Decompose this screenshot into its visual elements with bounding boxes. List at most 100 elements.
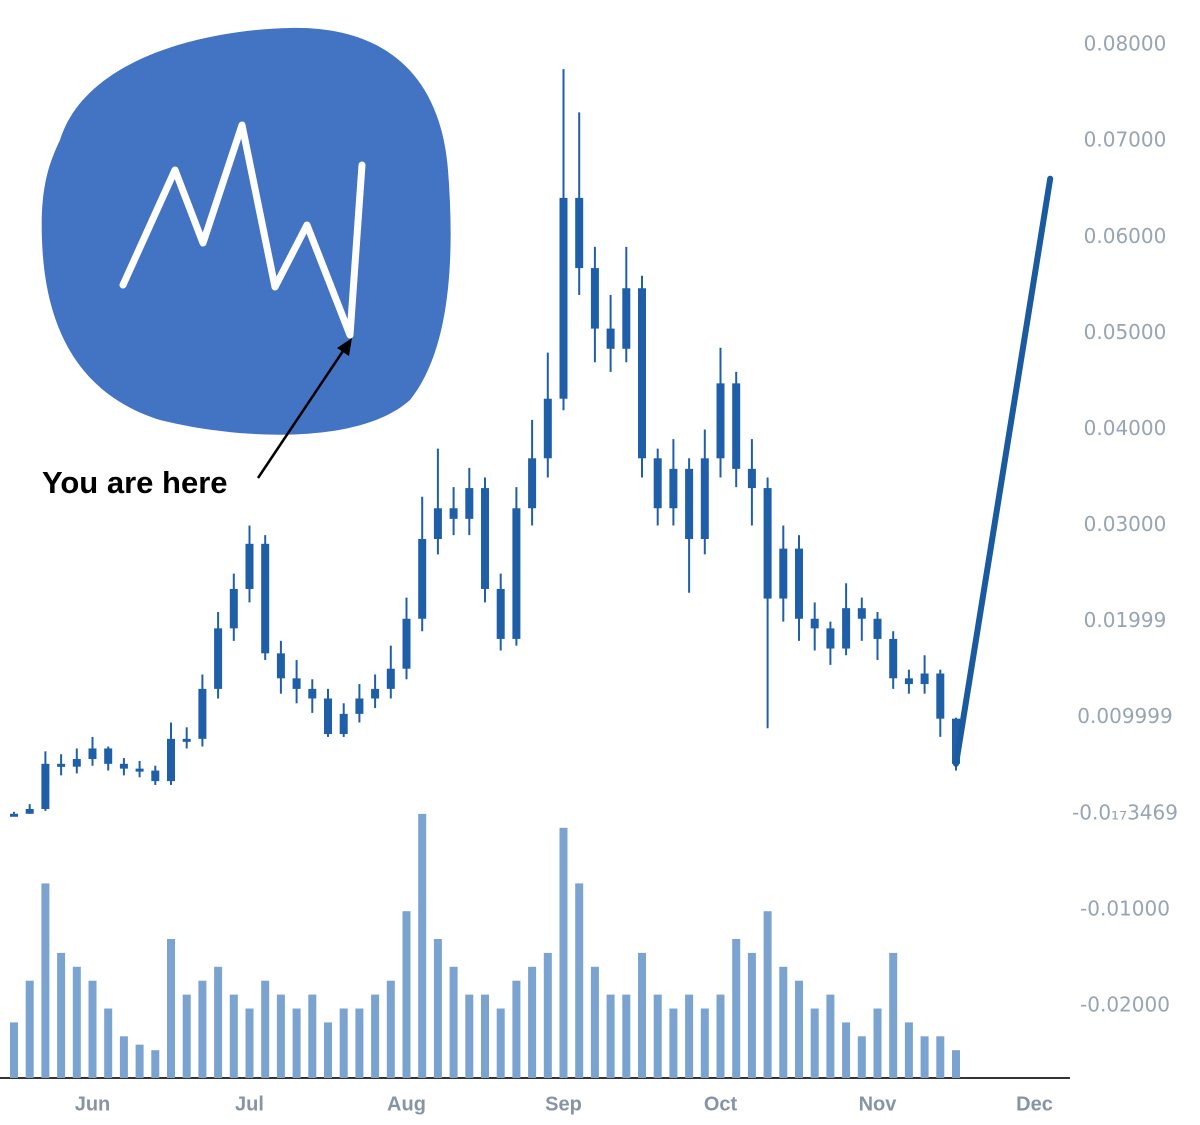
volume-bar — [606, 994, 615, 1078]
candle-body — [716, 383, 725, 459]
volume-bar — [386, 980, 395, 1078]
candle-body — [685, 468, 694, 539]
candle-body — [606, 328, 615, 349]
candle-body — [308, 688, 317, 699]
volume-bar — [308, 994, 317, 1078]
volume-bar — [543, 952, 552, 1078]
volume-bar — [810, 1008, 819, 1078]
volume-bar — [41, 883, 50, 1078]
candle-body — [119, 763, 128, 769]
drawn-blob — [41, 27, 451, 435]
candle-body — [433, 508, 442, 539]
candle-body — [496, 588, 505, 639]
candle-body — [355, 698, 364, 714]
volume-bar — [763, 911, 772, 1078]
y-tick-label: 0.04000 — [1084, 416, 1167, 440]
candle-body — [41, 763, 50, 809]
y-tick-label: 0.01999 — [1084, 608, 1167, 632]
y-tick-label: -0.0₁₇3469 — [1072, 800, 1178, 824]
volume-bar — [669, 1008, 678, 1078]
volume-bar — [512, 980, 521, 1078]
candle-body — [732, 383, 741, 469]
volume-bar — [575, 883, 584, 1078]
candle-body — [528, 458, 537, 509]
candle-body — [700, 458, 709, 539]
candle-body — [889, 638, 898, 679]
y-tick-label: 0.05000 — [1084, 320, 1167, 344]
volume-bar — [276, 994, 285, 1078]
volume-bar — [873, 1008, 882, 1078]
y-tick-label: 0.06000 — [1084, 224, 1167, 248]
volume-bar — [25, 980, 34, 1078]
volume-bar — [952, 1050, 960, 1078]
volume-bar — [371, 994, 380, 1078]
candle-body — [276, 653, 285, 679]
volume-bar — [465, 994, 474, 1078]
volume-bar — [198, 980, 207, 1078]
candle-body — [779, 548, 788, 599]
candle-body — [229, 588, 238, 629]
candle-body — [10, 813, 18, 817]
arrow-line — [256, 347, 347, 479]
arrow-head — [337, 338, 352, 356]
volume-bar — [842, 1022, 851, 1078]
volume-bar — [104, 1008, 113, 1078]
projection-line — [953, 175, 1054, 767]
y-tick-label: 0.08000 — [1084, 32, 1167, 56]
volume-bar — [57, 952, 66, 1078]
volume-bar — [685, 994, 694, 1078]
candle-body — [575, 197, 584, 269]
x-tick-label: Aug — [387, 1093, 426, 1115]
candle-body — [873, 618, 882, 639]
candle-body — [324, 698, 332, 735]
candle-body — [292, 678, 301, 689]
y-tick-label: -0.01000 — [1080, 896, 1170, 920]
volume-bar — [638, 952, 646, 1078]
y-tick-label: -0.02000 — [1080, 992, 1170, 1016]
candle-body — [559, 197, 568, 399]
volume-bar — [528, 966, 537, 1078]
candle-body — [386, 668, 395, 689]
candle-body — [795, 548, 803, 619]
y-tick-label: 0.009999 — [1077, 704, 1172, 728]
volume-bar — [10, 1022, 18, 1078]
volume-bar — [88, 980, 97, 1078]
candle-body — [214, 628, 223, 689]
candle-body — [261, 543, 270, 654]
candle-body — [135, 768, 144, 772]
volume-bar — [418, 813, 427, 1078]
candle-body — [857, 608, 866, 619]
volume-bar — [716, 994, 725, 1078]
x-tick-label: Nov — [859, 1093, 898, 1115]
candle-body — [543, 398, 552, 459]
candle-body — [57, 763, 66, 767]
volume-bar — [590, 966, 599, 1078]
volume-bar — [559, 827, 568, 1078]
candle-body — [590, 268, 599, 329]
drawn-squiggle — [119, 121, 366, 339]
candle-body — [151, 770, 160, 782]
volume-bar — [261, 980, 270, 1078]
candle-body — [182, 738, 191, 742]
candle-body — [465, 488, 474, 519]
x-tick-label: Oct — [704, 1093, 738, 1115]
volume-bar — [355, 1008, 364, 1078]
candle-body — [747, 468, 756, 489]
volume-bar — [151, 1050, 160, 1078]
volume-bar — [700, 1008, 709, 1078]
candle-body — [371, 688, 380, 699]
volume-bar — [653, 994, 662, 1078]
x-tick-label: Jul — [235, 1093, 264, 1115]
candle-body — [512, 508, 521, 639]
candle-body — [622, 288, 631, 349]
volume-bar — [245, 1008, 254, 1078]
volume-bar — [826, 994, 835, 1078]
volume-bar — [292, 1008, 301, 1078]
candle-body — [936, 673, 945, 719]
x-tick-label: Sep — [545, 1093, 582, 1115]
volume-bar — [496, 1008, 505, 1078]
candle-body — [25, 808, 34, 814]
volume-bar — [795, 980, 803, 1078]
x-tick-label: Jun — [75, 1093, 111, 1115]
